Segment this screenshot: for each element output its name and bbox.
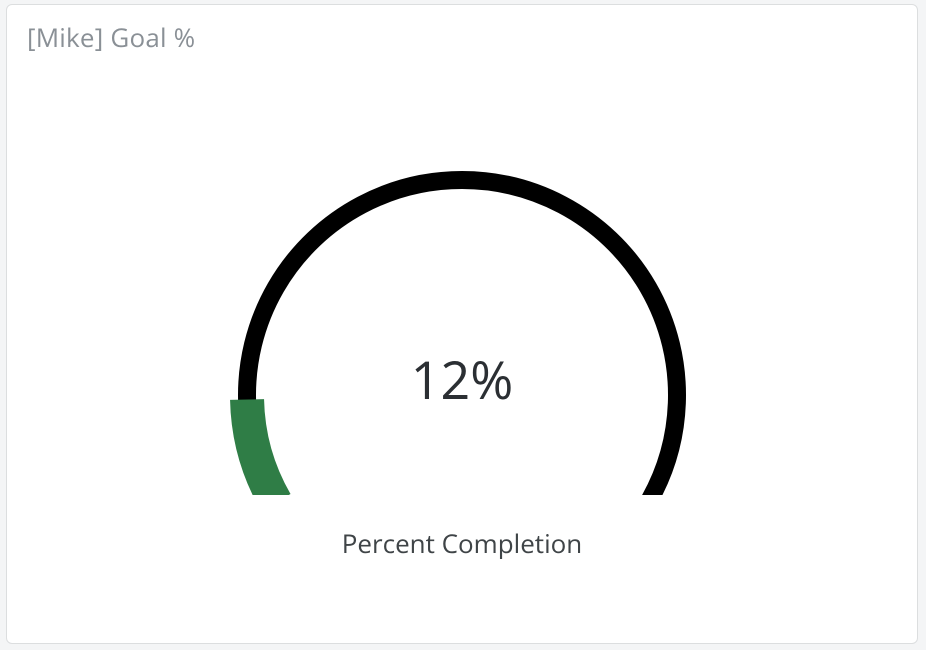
gauge-fill-arc	[247, 400, 276, 495]
gauge-track-arc	[247, 180, 677, 495]
gauge-caption: Percent Completion	[7, 525, 917, 561]
gauge-chart: 12%	[7, 135, 917, 495]
card-title: [Mike] Goal %	[27, 19, 195, 55]
gauge-svg: 12%	[182, 135, 742, 495]
goal-gauge-card: [Mike] Goal % 12% Percent Completion	[6, 4, 918, 644]
gauge-value-text: 12%	[411, 344, 513, 415]
